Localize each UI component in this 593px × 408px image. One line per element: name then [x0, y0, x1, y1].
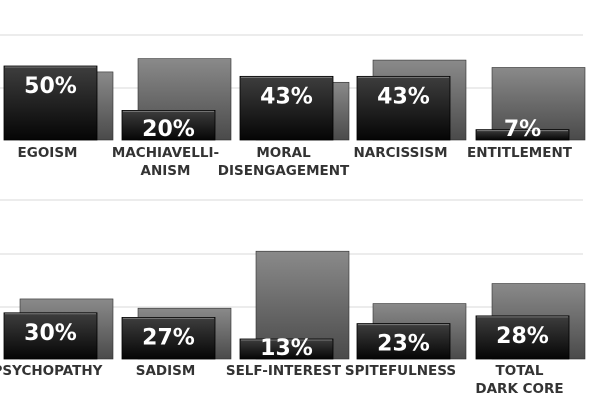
bar-primary	[475, 315, 570, 360]
bar-primary	[121, 110, 216, 141]
bar-group: 23% SPITEFULNESS	[345, 303, 467, 379]
category-label: SELF-INTEREST	[226, 363, 342, 379]
bar-primary	[356, 323, 451, 360]
bar-group: 43% NARCISSISM	[353, 59, 467, 161]
value-label: 43%	[377, 84, 430, 109]
bar-primary	[239, 75, 334, 141]
category-label: DARK CORE	[475, 381, 563, 397]
chart-panel-top: 50% EGOISM 20% MACHIAVELLI- ANISM 43% MORAL DIS…	[0, 34, 586, 179]
value-label: 23%	[377, 332, 430, 357]
value-label: 13%	[260, 336, 313, 361]
value-label: 30%	[24, 321, 77, 346]
category-label: ENTITLEMENT	[467, 145, 573, 161]
category-label: TOTAL	[496, 363, 544, 379]
bar-group: 43% MORAL DISENGAGEMENT	[218, 75, 350, 179]
category-label: PSYCHOPATHY	[0, 363, 103, 379]
bar-group: 50% EGOISM	[3, 65, 114, 161]
bar-group: 20% MACHIAVELLI- ANISM	[112, 58, 232, 179]
category-label: DISENGAGEMENT	[218, 163, 350, 179]
value-label: 50%	[24, 74, 77, 99]
value-label: 27%	[142, 325, 195, 350]
bar-primary	[121, 317, 216, 360]
value-label: 43%	[260, 84, 313, 109]
value-label: 20%	[142, 117, 195, 142]
bar-primary	[356, 75, 451, 141]
category-label: EGOISM	[18, 145, 78, 161]
value-label: 28%	[496, 324, 549, 349]
bar-primary	[475, 129, 570, 141]
chart-panel-bottom: 30%PSYCHOPATHY27%SADISM13%SELF-INTEREST2…	[0, 199, 586, 397]
category-label: MACHIAVELLI-	[112, 145, 219, 161]
bar-group: 30% PSYCHOPATHY	[0, 298, 114, 379]
value-label: 7%	[504, 117, 541, 142]
category-label: ANISM	[141, 163, 191, 179]
bar-group: 7% ENTITLEMENT	[467, 67, 586, 161]
bar-group: 13% SELF-INTEREST	[226, 250, 350, 379]
category-label: NARCISSISM	[353, 145, 447, 161]
bar-primary	[3, 312, 98, 360]
bar-primary	[3, 65, 98, 141]
bar-primary	[239, 338, 334, 360]
category-label: SPITEFULNESS	[345, 363, 456, 379]
category-label: MORAL	[256, 145, 311, 161]
bar-group: 27% SADISM	[121, 307, 232, 379]
bar-group: 28% TOTAL DARK CORE	[475, 283, 586, 397]
category-label: SADISM	[136, 363, 196, 379]
